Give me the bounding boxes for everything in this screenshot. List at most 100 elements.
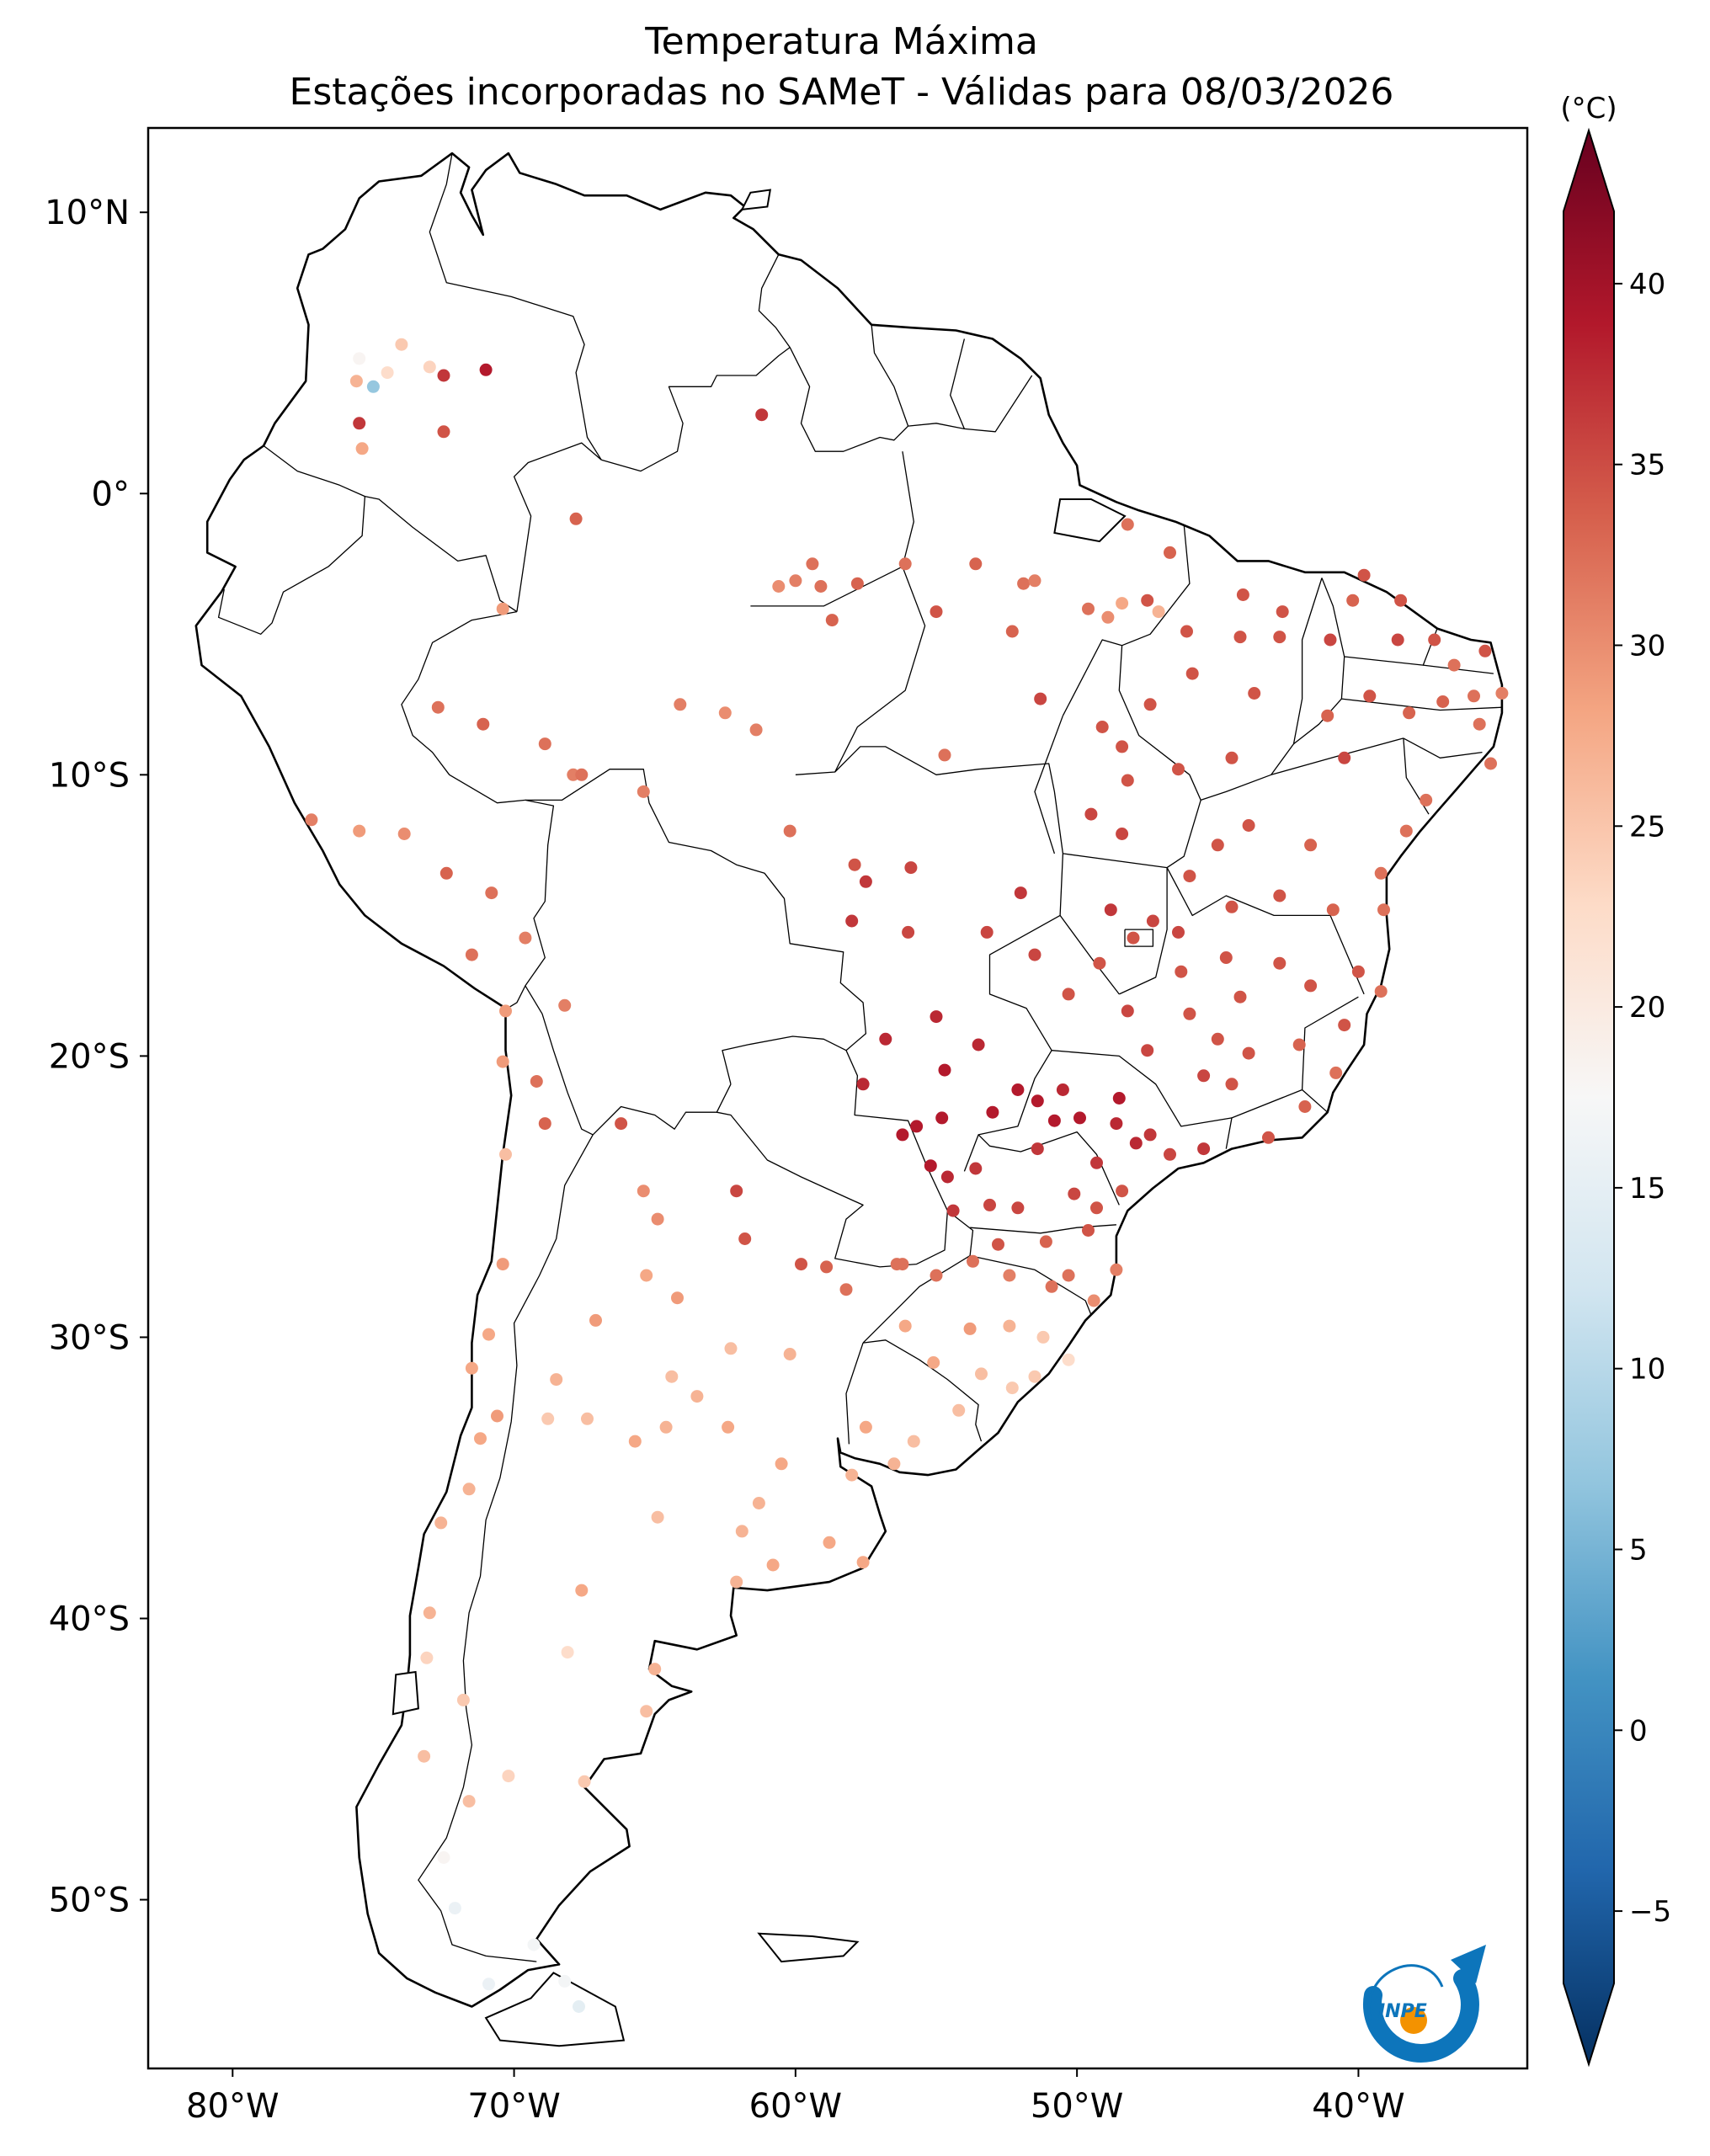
- station-marker: [477, 717, 490, 731]
- station-marker: [859, 1420, 872, 1434]
- station-marker: [366, 380, 380, 393]
- station-marker: [550, 1373, 563, 1387]
- station-marker: [1045, 1280, 1058, 1293]
- station-marker: [898, 557, 912, 571]
- station-marker: [1110, 1263, 1123, 1276]
- station-marker: [1262, 1131, 1275, 1144]
- station-marker: [519, 931, 532, 945]
- colorbar-ticks: 40 35 30 25 20 15 10 5 0 −5: [1614, 268, 1671, 1929]
- station-marker: [355, 442, 369, 455]
- station-marker: [637, 1184, 650, 1198]
- island-outline: [1053, 498, 1127, 543]
- station-marker: [665, 1370, 679, 1383]
- border-line: [502, 799, 555, 1012]
- station-marker: [575, 768, 589, 781]
- station-marker: [1183, 1007, 1196, 1020]
- border-line: [1166, 867, 1365, 995]
- station-marker: [1095, 721, 1109, 733]
- station-marker: [938, 748, 951, 762]
- station-marker: [1110, 1117, 1123, 1131]
- station-marker: [1420, 793, 1433, 807]
- station-marker: [1357, 568, 1371, 582]
- station-marker: [924, 1159, 937, 1173]
- station-marker: [1028, 1370, 1041, 1383]
- station-marker: [1031, 1094, 1044, 1108]
- station-marker: [456, 1693, 470, 1706]
- station-marker: [651, 1212, 664, 1226]
- station-marker: [967, 1254, 979, 1268]
- map-area: [194, 152, 1509, 2047]
- station-marker: [462, 1795, 476, 1808]
- station-marker: [1116, 597, 1129, 610]
- border-line: [795, 746, 1120, 995]
- border-line: [1063, 775, 1201, 869]
- station-marker: [1090, 1156, 1103, 1169]
- station-marker: [423, 360, 436, 374]
- station-marker: [674, 698, 687, 711]
- station-marker: [825, 614, 839, 627]
- border-line: [1293, 578, 1345, 745]
- station-marker: [1304, 979, 1318, 993]
- station-marker: [938, 1063, 951, 1077]
- station-marker: [1468, 689, 1480, 703]
- border-line: [1119, 867, 1168, 995]
- station-marker: [474, 1432, 487, 1445]
- border-line: [525, 985, 594, 1136]
- station-markers: [305, 338, 1509, 2013]
- station-marker: [575, 1584, 589, 1597]
- station-marker: [1436, 695, 1450, 708]
- station-marker: [1127, 931, 1140, 945]
- station-marker: [578, 1775, 591, 1788]
- svg-text:INPE: INPE: [1378, 2001, 1427, 2022]
- border-line: [1301, 996, 1359, 1113]
- station-marker: [1121, 774, 1134, 787]
- lon-tick-label: 60°W: [749, 2087, 842, 2126]
- station-marker: [637, 785, 650, 798]
- station-marker: [1180, 625, 1193, 638]
- station-marker: [651, 1510, 664, 1524]
- station-marker: [1225, 900, 1239, 913]
- station-marker: [353, 824, 366, 838]
- station-marker: [1324, 633, 1337, 647]
- station-marker: [940, 1170, 954, 1184]
- station-marker: [558, 1974, 572, 1988]
- station-marker: [420, 1651, 434, 1664]
- station-marker: [896, 1128, 909, 1142]
- border-line: [418, 1134, 594, 1962]
- station-marker: [969, 1162, 983, 1175]
- border-line: [871, 324, 909, 427]
- station-marker: [850, 577, 864, 590]
- border-line: [513, 442, 602, 612]
- station-marker: [659, 1420, 673, 1434]
- station-marker: [1394, 594, 1408, 607]
- station-marker: [353, 417, 366, 430]
- station-marker: [485, 886, 498, 900]
- station-marker: [628, 1435, 642, 1448]
- station-marker: [381, 366, 394, 380]
- station-marker: [946, 1204, 960, 1217]
- station-marker: [1028, 948, 1041, 961]
- station-marker: [479, 363, 493, 376]
- station-marker: [1175, 965, 1188, 978]
- colorbar-tick-label: 0: [1629, 1714, 1648, 1748]
- station-marker: [496, 602, 509, 615]
- border-line: [863, 1339, 983, 1442]
- station-marker: [1116, 1184, 1129, 1198]
- station-marker: [305, 813, 318, 827]
- station-marker: [1039, 1235, 1052, 1248]
- station-marker: [1321, 709, 1334, 722]
- station-marker: [491, 1409, 503, 1423]
- station-marker: [907, 1435, 920, 1448]
- station-marker: [1073, 1111, 1086, 1125]
- station-marker: [738, 1232, 752, 1245]
- station-marker: [1104, 903, 1117, 917]
- station-marker: [1363, 689, 1377, 703]
- border-line: [525, 769, 867, 1051]
- station-marker: [992, 1238, 1004, 1251]
- station-marker: [462, 1483, 476, 1496]
- station-marker: [1129, 1137, 1143, 1150]
- station-marker: [671, 1291, 684, 1305]
- station-marker: [1338, 751, 1351, 764]
- station-marker: [1242, 1046, 1255, 1060]
- station-marker: [431, 700, 445, 714]
